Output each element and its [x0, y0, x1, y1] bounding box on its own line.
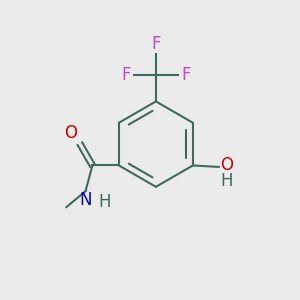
Text: H: H — [99, 193, 111, 211]
Text: O: O — [220, 157, 233, 175]
Text: F: F — [122, 66, 131, 84]
Text: N: N — [79, 191, 92, 209]
Text: F: F — [151, 35, 160, 53]
Text: F: F — [181, 66, 190, 84]
Text: H: H — [220, 172, 233, 190]
Text: O: O — [64, 124, 77, 142]
